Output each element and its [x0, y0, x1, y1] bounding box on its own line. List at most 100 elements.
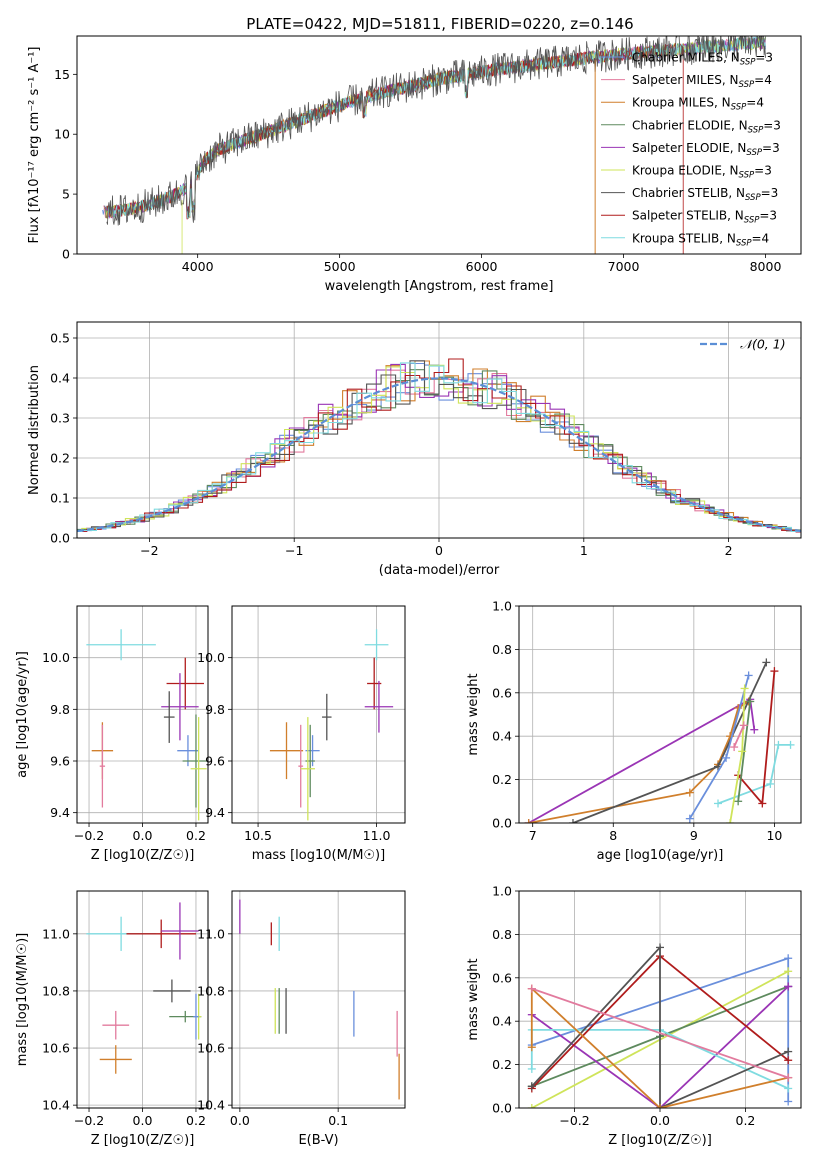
x-tick-label: 0.0 [133, 828, 153, 843]
x-tick-label: 0.0 [133, 1113, 153, 1128]
y-tick-label: 0.0 [492, 816, 512, 831]
spectrum-legend: Chabrier MILES, NSSP=3 Salpeter MILES, N S… [601, 51, 781, 248]
y-axis-label: Normed distribution [27, 365, 42, 495]
residuals-axes: −2 −1 0 1 2 0.0 0.1 0.2 0.3 0.4 0.5 (data-model)/er… [27, 321, 802, 578]
legend-label-value: =3 [763, 118, 781, 132]
legend-label: Kroupa STELIB, NSSP=4 [632, 231, 769, 248]
y-tick-label: 10.8 [197, 983, 225, 998]
x-axis-label: age [log10(age/yr)] [597, 848, 724, 863]
y-tick-label: 11.0 [42, 926, 70, 941]
y-tick-label: 0.4 [50, 371, 70, 386]
y-tick-label: 0.4 [492, 729, 512, 744]
legend-label-value: =4 [746, 96, 764, 110]
x-tick-label: 8000 [750, 259, 782, 274]
axes-frame [76, 890, 209, 1109]
x-tick-label: −2 [140, 543, 158, 558]
legend-label: Kroupa ELODIE, NSSP=3 [632, 164, 772, 181]
x-tick-label: 9 [690, 828, 698, 843]
legend-label-text: Kroupa STELIB, N [632, 231, 736, 245]
legend-label-text: Salpeter STELIB, N [632, 209, 744, 223]
legend-subscript: SSP [744, 216, 760, 226]
x-axis-label: mass [log10(M/M☉)] [252, 848, 385, 863]
z-weight-plot-area [527, 943, 793, 1108]
legend-label: Chabrier STELIB, NSSP=3 [632, 186, 778, 203]
y-tick-label: 0.8 [492, 642, 512, 657]
x-axis-label: (data-model)/error [379, 563, 500, 578]
x-tick-label: 0.0 [650, 1113, 670, 1128]
y-tick-label: 10 [54, 127, 70, 142]
legend-label-value: =3 [754, 164, 772, 178]
y-tick-label: 0.8 [492, 927, 512, 942]
y-tick-label: 9.8 [50, 702, 70, 717]
y-tick-label: 9.4 [50, 805, 70, 820]
spectrum-series-kroupa-stelib [107, 36, 766, 219]
legend-label: Chabrier ELODIE, NSSP=3 [632, 118, 781, 135]
weight-line-salpeter-miles [733, 725, 745, 748]
spectrum-series-chabrier-stelib [106, 36, 766, 226]
x-axis-label: Z [log10(Z/Z☉)] [91, 848, 195, 863]
axes-frame [231, 890, 406, 1109]
x-tick-label: 11.0 [363, 828, 391, 843]
y-tick-label: 5 [62, 187, 70, 202]
y-tick-label: 0.6 [492, 970, 512, 985]
axes-frame [76, 321, 802, 539]
legend-label-text: Chabrier ELODIE, N [632, 118, 748, 132]
legend-label-text: Salpeter MILES, N [632, 73, 739, 87]
x-tick-label: 1 [580, 543, 588, 558]
histogram-salpeter-stelib [77, 358, 801, 533]
y-tick-label: 0.3 [50, 411, 70, 426]
y-tick-label: 0.4 [492, 1014, 512, 1029]
x-tick-label: 7 [529, 828, 537, 843]
legend-label: 𝒩(0, 1) [740, 337, 786, 352]
x-tick-label: 0 [435, 543, 443, 558]
y-axis-label: mass weight [466, 673, 481, 755]
y-tick-label: 0.0 [492, 1101, 512, 1116]
axes-frame [76, 605, 209, 824]
y-tick-label: 0.6 [492, 685, 512, 700]
legend-label-value: =4 [754, 73, 772, 87]
z-age-plot-area [86, 629, 208, 821]
y-tick-label: 10.0 [42, 650, 70, 665]
ebv-mass-plot-area [239, 899, 400, 1100]
y-tick-label: 10.0 [197, 650, 225, 665]
weight-line-chabrier-stelib [531, 945, 789, 1108]
y-axis-label: mass weight [466, 958, 481, 1040]
spectrum-axes: 4000 5000 6000 7000 8000 0 5 10 15 wavelength [An… [27, 35, 802, 294]
x-tick-label: 6000 [466, 259, 498, 274]
legend-label-text: Kroupa ELODIE, N [632, 164, 739, 178]
ebv-mass-axes: 0.0 0.1 10.4 10.6 10.8 11.0 E(B-V) [197, 890, 406, 1148]
spectrum-plot-area [102, 36, 766, 254]
x-tick-label: 2 [725, 543, 733, 558]
legend-label: Chabrier MILES, NSSP=3 [632, 51, 773, 68]
mass-age-axes: 10.5 11.0 9.4 9.6 9.8 10.0 mass [log10(M/M☉)] [197, 605, 406, 863]
age-weight-plot-area [524, 658, 795, 823]
weight-line-salpeter-miles [531, 987, 789, 1079]
x-tick-label: 0.1 [328, 1113, 348, 1128]
y-tick-label: 15 [54, 67, 70, 82]
z-mass-axes: −0.2 0.0 0.2 10.4 10.6 10.8 11.0 Z [log10(Z/Z☉)… [15, 890, 209, 1148]
x-tick-label: 0.2 [186, 1113, 206, 1128]
y-tick-label: 9.8 [205, 702, 225, 717]
legend-subscript: SSP [736, 238, 752, 248]
x-tick-label: −0.2 [74, 828, 104, 843]
axes-frame [231, 605, 406, 824]
weight-line-chabrier-stelib [572, 662, 768, 823]
y-axis-label: Flux [fλ10⁻¹⁷ erg cm⁻² s⁻¹ A⁻¹] [27, 47, 42, 244]
y-tick-label: 10.6 [197, 1041, 225, 1056]
weight-line-salpeter-elodie [531, 985, 789, 1108]
legend-subscript: SSP [731, 103, 747, 113]
legend-label: Kroupa MILES, NSSP=4 [632, 96, 764, 113]
legend-subscript: SSP [746, 148, 762, 158]
spectrum-series-kroupa-miles [103, 50, 596, 254]
x-tick-label: 10 [766, 828, 782, 843]
x-axis-label: Z [log10(Z/Z☉)] [608, 1133, 712, 1148]
x-tick-label: 8 [609, 828, 617, 843]
z-mass-plot-area [86, 902, 202, 1074]
legend-label: Salpeter STELIB, NSSP=3 [632, 209, 777, 226]
x-tick-label: −0.2 [559, 1113, 589, 1128]
legend-label: Salpeter ELODIE, NSSP=3 [632, 141, 780, 158]
x-tick-label: 0.0 [230, 1113, 250, 1128]
y-tick-label: 0.2 [492, 1057, 512, 1072]
y-tick-label: 0.0 [50, 531, 70, 546]
